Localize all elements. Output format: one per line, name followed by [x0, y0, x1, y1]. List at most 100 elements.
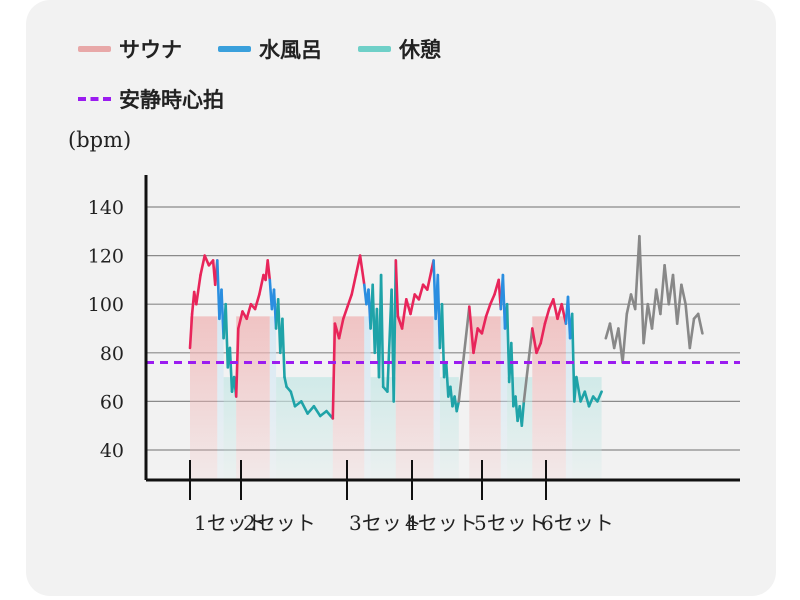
hr-segment-0-40	[306, 404, 316, 415]
hr-segment-1-19	[684, 302, 692, 350]
hr-segment-0-82	[444, 361, 450, 398]
legend-sauna-label: サウナ	[119, 37, 182, 62]
hr-segment-0-124	[583, 390, 591, 408]
phase-band-sauna-0	[190, 316, 218, 480]
y-tick-label-40: 40	[100, 440, 124, 462]
set-label-4: 4セット	[405, 511, 478, 535]
rest-swatch	[358, 46, 391, 52]
phase-band-water-1	[217, 316, 224, 480]
hr-segment-1-22	[696, 312, 704, 335]
hr-segment-1-14	[663, 264, 671, 306]
phase-band-rest-14	[507, 377, 533, 480]
y-axis-unit-label: (bpm)	[68, 128, 132, 152]
legend-rest-label: 休憩	[399, 37, 441, 62]
hr-segment-0-48	[346, 293, 354, 308]
legend-row-phases: サウナ 水風呂 休憩	[78, 34, 441, 64]
hr-segment-0-5	[203, 254, 211, 267]
hr-segment-0-21	[245, 302, 253, 321]
hr-segment-0-122	[575, 375, 582, 403]
hr-segment-0-112	[543, 307, 551, 325]
hr-segment-0-93	[484, 302, 492, 318]
legend-item-rest: 休憩	[358, 34, 441, 64]
phase-band-rest-5	[276, 377, 333, 480]
hr-segment-0-114	[551, 298, 559, 321]
hr-segment-0-120	[570, 312, 576, 403]
hr-segment-0-109	[530, 327, 538, 355]
phase-band-water-10	[433, 316, 440, 480]
phase-band-sauna-6	[332, 316, 365, 480]
hr-segment-1-1	[608, 322, 616, 350]
hr-segment-0-80	[440, 302, 446, 379]
hr-segment-1-16	[671, 273, 679, 325]
hr-segment-0-34	[281, 317, 286, 379]
phase-band-sauna-3	[236, 316, 270, 480]
hr-segment-1-9	[642, 302, 650, 345]
hr-segment-0-68	[400, 298, 408, 330]
hr-segment-0-108	[522, 327, 534, 403]
phase-band-water-16	[565, 316, 573, 480]
hr-segment-0-111	[539, 322, 547, 345]
legend-item-water-bath: 水風呂	[218, 34, 322, 64]
hr-segment-0-74	[425, 268, 433, 291]
y-tick-label-140: 140	[88, 197, 124, 219]
hr-segment-0-42	[318, 409, 328, 418]
hr-segment-0-37	[289, 390, 297, 408]
hr-segment-0-70	[409, 293, 417, 316]
set-label-5: 5セット	[474, 511, 547, 535]
hr-segment-0-44	[331, 322, 337, 420]
phase-band-sauna-12	[469, 316, 501, 480]
hr-segment-0-19	[237, 310, 244, 330]
hr-segment-0-90	[472, 327, 480, 355]
set-label-6: 6セット	[541, 511, 614, 535]
hr-segment-0-72	[417, 283, 425, 301]
phase-band-water-13	[500, 316, 508, 480]
hr-segment-0-92	[480, 315, 488, 335]
hr-segment-0-127	[596, 390, 603, 403]
hr-segment-1-17	[675, 283, 683, 325]
hr-segment-0-52	[360, 268, 366, 287]
hr-segment-0-13	[224, 302, 230, 369]
hr-segment-0-38	[293, 400, 303, 408]
hr-segment-0-107	[520, 400, 526, 428]
phase-band-water-4	[269, 316, 277, 480]
hr-segment-0-27	[266, 259, 272, 282]
hr-segment-0-49	[350, 273, 358, 296]
hr-segment-0-24	[257, 273, 265, 296]
hr-segment-0-66	[394, 259, 400, 318]
hr-segment-0-23	[253, 293, 261, 311]
hr-segment-0-15	[228, 346, 234, 393]
hr-segment-0-4	[199, 254, 206, 277]
hr-segment-0-39	[299, 400, 309, 415]
hr-segment-0-87	[455, 400, 461, 413]
hr-segment-0-125	[587, 395, 595, 408]
phase-band-rest-17	[572, 377, 602, 480]
hr-segment-0-102	[509, 341, 515, 408]
hr-segment-1-13	[659, 264, 666, 316]
hr-segment-0-47	[341, 305, 349, 321]
y-tick-label-80: 80	[100, 343, 124, 365]
hr-segment-0-110	[535, 341, 543, 355]
hr-segment-1-18	[680, 283, 687, 306]
hr-segment-0-46	[337, 317, 345, 340]
sauna-swatch	[78, 46, 111, 52]
chart-card	[26, 0, 776, 596]
legend-water-bath-label: 水風呂	[259, 37, 322, 62]
hr-segment-1-11	[650, 288, 658, 330]
hr-segment-0-51	[358, 254, 364, 272]
phase-band-water-7	[364, 316, 371, 480]
hr-segment-0-35	[283, 375, 288, 389]
water-bath-swatch	[218, 46, 251, 52]
legend-resting-hr-label: 安静時心拍	[119, 87, 224, 112]
hr-segment-1-5	[625, 293, 633, 316]
legend-item-sauna: サウナ	[78, 34, 182, 64]
hr-segment-0-89	[467, 305, 475, 355]
hr-segment-0-0	[188, 312, 194, 350]
hr-segment-1-4	[621, 312, 629, 364]
phase-band-rest-8	[370, 377, 396, 480]
resting-hr-swatch	[78, 97, 111, 101]
phase-band-rest-2	[223, 377, 237, 480]
set-label-1: 1セット	[194, 511, 267, 535]
hr-segment-0-88	[457, 305, 471, 403]
legend-row-resting-hr: 安静時心拍	[78, 84, 224, 114]
